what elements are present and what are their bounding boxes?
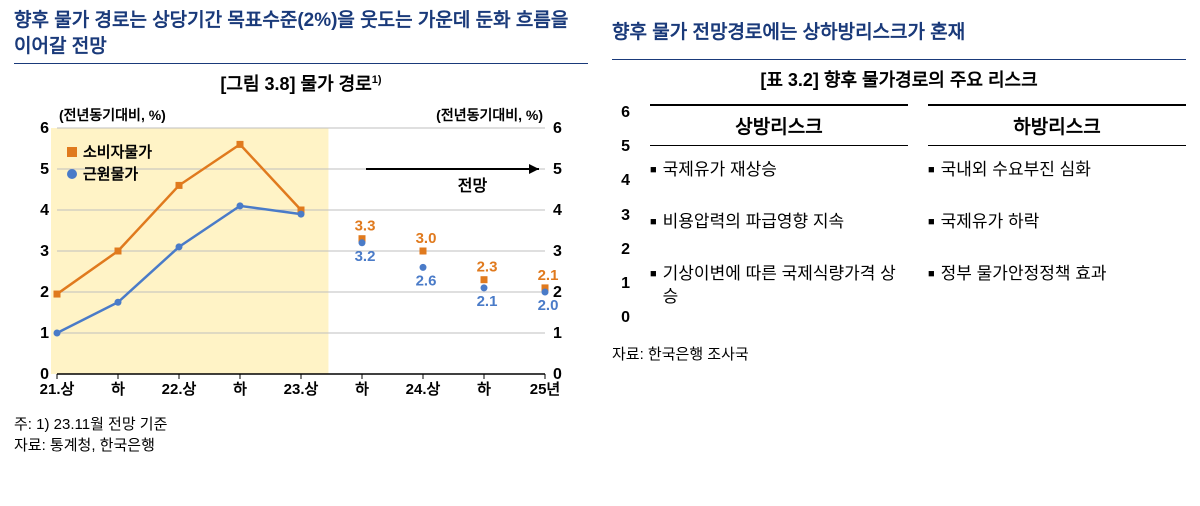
risk-axis-tick: 6 [621, 104, 630, 122]
svg-text:하: 하 [355, 381, 369, 398]
right-headline: 향후 물가 전망경로에는 상하방리스크가 혼재 [612, 8, 1186, 60]
upside-item: 기상이변에 따른 국제식량가격 상승 [650, 262, 908, 310]
svg-text:3.2: 3.2 [355, 248, 376, 265]
inflation-chart: 0011223344556621.상하22.상하23.상하24.상하25년(전년… [14, 100, 588, 410]
chart-container: 0011223344556621.상하22.상하23.상하24.상하25년(전년… [14, 100, 588, 410]
svg-text:1: 1 [40, 325, 49, 342]
chart-notes: 주: 1) 23.11월 전망 기준 자료: 통계청, 한국은행 [14, 414, 588, 456]
figure-title-text: [그림 3.8] 물가 경로 [220, 74, 371, 94]
upside-column: 상방리스크 국제유가 재상승비용압력의 파급영향 지속기상이변에 따른 국제식량… [650, 104, 908, 337]
svg-text:24.상: 24.상 [406, 381, 441, 398]
risk-axis-tick: 4 [621, 172, 630, 190]
note-line-2: 자료: 통계청, 한국은행 [14, 435, 588, 456]
risk-axis-tick: 1 [621, 275, 630, 293]
risk-axis-tick: 3 [621, 207, 630, 225]
svg-text:6: 6 [553, 120, 562, 137]
right-panel: 향후 물가 전망경로에는 상하방리스크가 혼재 [표 3.2] 향후 물가경로의… [600, 8, 1186, 504]
figure-title-sup: 1) [372, 74, 382, 86]
svg-text:21.상: 21.상 [40, 381, 75, 398]
svg-text:2.1: 2.1 [538, 267, 559, 284]
svg-text:2: 2 [40, 284, 49, 301]
svg-text:5: 5 [553, 161, 562, 178]
note-line-1: 주: 1) 23.11월 전망 기준 [14, 414, 588, 435]
upside-item: 국제유가 재상승 [650, 158, 908, 182]
downside-items: 국내외 수요부진 심화국제유가 하락정부 물가안정정책 효과 [928, 146, 1186, 285]
downside-header: 하방리스크 [928, 104, 1186, 146]
table-title: [표 3.2] 향후 물가경로의 주요 리스크 [612, 66, 1186, 92]
downside-item: 정부 물가안정정책 효과 [928, 262, 1186, 286]
left-panel: 향후 물가 경로는 상당기간 목표수준(2%)을 웃도는 가운데 둔화 흐름을 … [14, 8, 600, 504]
upside-item: 비용압력의 파급영향 지속 [650, 210, 908, 234]
svg-text:3.0: 3.0 [416, 230, 437, 247]
svg-text:3: 3 [553, 243, 562, 260]
svg-text:4: 4 [40, 202, 49, 219]
upside-header: 상방리스크 [650, 104, 908, 146]
risk-axis-tick: 0 [621, 309, 630, 327]
downside-column: 하방리스크 국내외 수요부진 심화국제유가 하락정부 물가안정정책 효과 [928, 104, 1186, 337]
risk-axis-tick: 2 [621, 241, 630, 259]
svg-text:1: 1 [553, 325, 562, 342]
svg-text:하: 하 [477, 381, 491, 398]
svg-text:2.1: 2.1 [477, 293, 498, 310]
figure-title-left: [그림 3.8] 물가 경로1) [14, 70, 588, 96]
left-headline: 향후 물가 경로는 상당기간 목표수준(2%)을 웃도는 가운데 둔화 흐름을 … [14, 8, 588, 64]
svg-text:3: 3 [40, 243, 49, 260]
downside-item: 국제유가 하락 [928, 210, 1186, 234]
risk-y-axis: 6 5 4 3 2 1 0 [612, 104, 630, 337]
risk-axis-tick: 5 [621, 138, 630, 156]
upside-items: 국제유가 재상승비용압력의 파급영향 지속기상이변에 따른 국제식량가격 상승 [650, 146, 908, 309]
risk-table: 6 5 4 3 2 1 0 상방리스크 국제유가 재상승비용압력의 파급영향 지속기상이변에… [612, 104, 1186, 337]
svg-text:2.0: 2.0 [538, 297, 559, 314]
svg-text:4: 4 [553, 202, 562, 219]
svg-text:6: 6 [40, 120, 49, 137]
svg-text:전망: 전망 [458, 177, 488, 195]
svg-text:3.3: 3.3 [355, 218, 376, 235]
svg-text:22.상: 22.상 [162, 381, 197, 398]
svg-text:(전년동기대비, %): (전년동기대비, %) [436, 107, 543, 123]
svg-text:5: 5 [40, 161, 49, 178]
svg-text:하: 하 [111, 381, 125, 398]
downside-item: 국내외 수요부진 심화 [928, 158, 1186, 182]
svg-text:25년: 25년 [530, 381, 561, 398]
svg-text:2.3: 2.3 [477, 259, 498, 276]
svg-text:(전년동기대비, %): (전년동기대비, %) [59, 107, 166, 123]
svg-text:2.6: 2.6 [416, 273, 437, 290]
svg-text:근원물가: 근원물가 [83, 166, 138, 183]
svg-text:소비자물가: 소비자물가 [83, 144, 152, 161]
svg-text:하: 하 [233, 381, 247, 398]
table-source: 자료: 한국은행 조사국 [612, 343, 1186, 364]
svg-text:23.상: 23.상 [284, 381, 319, 398]
